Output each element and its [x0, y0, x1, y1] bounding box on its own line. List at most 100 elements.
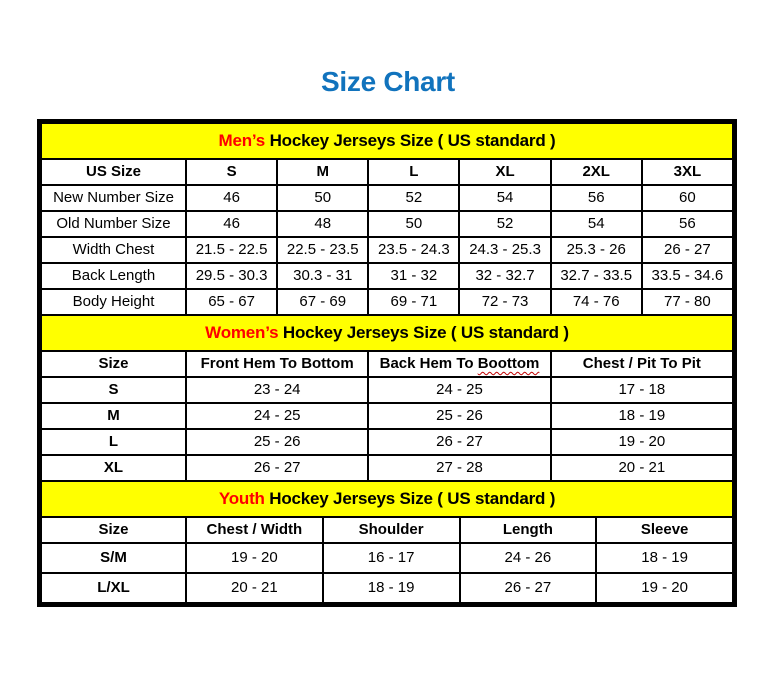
youth-column-header: Sleeve [595, 516, 734, 544]
size-value: 50 [367, 210, 461, 238]
mens-section-band: Men’s Hockey Jerseys Size ( US standard … [40, 122, 734, 160]
mens-column-header: XL [458, 158, 552, 186]
column-header-text: Back Hem To [379, 354, 478, 372]
size-value: 30.3 - 31 [276, 262, 370, 290]
size-value: 19 - 20 [185, 542, 324, 574]
row-label: New Number Size [40, 184, 187, 212]
mens-band-rest: Hockey Jerseys Size ( US standard ) [265, 130, 556, 150]
size-value: 25 - 26 [367, 402, 552, 430]
size-value: 52 [367, 184, 461, 212]
size-value: 23 - 24 [184, 376, 370, 404]
size-value: 24 - 25 [184, 402, 370, 430]
womens-column-header: Front Hem To Bottom [184, 350, 370, 378]
youth-column-header: Length [458, 516, 598, 544]
size-value: 18 - 19 [549, 402, 735, 430]
youth-section-title: Youth Hockey Jerseys Size ( US standard … [40, 480, 734, 518]
mens-column-header: 2XL [549, 158, 643, 186]
womens-band-rest: Hockey Jerseys Size ( US standard ) [278, 322, 569, 342]
size-value: 56 [549, 184, 643, 212]
size-value: 24.3 - 25.3 [458, 236, 552, 264]
womens-column-header: Chest / Pit To Pit [549, 350, 735, 378]
size-chart-container: Men’s Hockey Jerseys Size ( US standard … [37, 119, 737, 607]
row-label: L [40, 428, 187, 456]
size-value: 54 [458, 184, 552, 212]
size-value: 65 - 67 [184, 288, 279, 316]
womens-band-accent: Women’s [205, 322, 279, 342]
mens-column-header: 3XL [640, 158, 735, 186]
mens-column-header: S [184, 158, 279, 186]
youth-column-header-row: Size Chest / Width Shoulder Length Sleeve [40, 516, 734, 544]
mens-table-row: New Number Size 46 50 52 54 56 60 [40, 184, 735, 212]
size-value: 26 - 27 [458, 572, 598, 604]
mens-size-table: Men’s Hockey Jerseys Size ( US standard … [40, 122, 735, 316]
youth-section-band: Youth Hockey Jerseys Size ( US standard … [40, 480, 734, 518]
row-label: Back Length [40, 262, 187, 290]
mens-column-header: US Size [40, 158, 187, 186]
size-value: 26 - 27 [640, 236, 735, 264]
youth-table-body: S/M 19 - 20 16 - 17 24 - 26 18 - 19 L/XL 20 - … [40, 542, 734, 604]
size-value: 52 [458, 210, 552, 238]
mens-table-row: Body Height 65 - 67 67 - 69 69 - 71 72 - 73 7… [40, 288, 735, 316]
size-value: 18 - 19 [321, 572, 461, 604]
youth-column-header: Chest / Width [185, 516, 324, 544]
size-value: 46 [184, 210, 279, 238]
womens-column-header: Back Hem To Boottom [367, 350, 552, 378]
size-value: 24 - 26 [458, 542, 598, 574]
womens-size-table: Women’s Hockey Jerseys Size ( US standar… [40, 314, 735, 482]
row-label: S/M [40, 542, 187, 574]
size-value: 77 - 80 [640, 288, 735, 316]
mens-band-accent: Men’s [218, 130, 266, 150]
size-value: 72 - 73 [458, 288, 552, 316]
youth-band-accent: Youth [218, 488, 265, 508]
size-value: 26 - 27 [184, 454, 370, 482]
size-value: 23.5 - 24.3 [367, 236, 461, 264]
size-value: 18 - 19 [595, 542, 734, 574]
size-value: 32 - 32.7 [458, 262, 552, 290]
size-value: 16 - 17 [321, 542, 461, 574]
size-value: 67 - 69 [276, 288, 370, 316]
size-value: 22.5 - 23.5 [276, 236, 370, 264]
womens-table-row: XL 26 - 27 27 - 28 20 - 21 [40, 454, 735, 482]
youth-column-header: Shoulder [321, 516, 461, 544]
size-value: 21.5 - 22.5 [184, 236, 279, 264]
mens-column-header: L [367, 158, 461, 186]
size-value: 50 [276, 184, 370, 212]
size-value: 60 [640, 184, 735, 212]
womens-column-header-row: Size Front Hem To Bottom Back Hem To Boott… [40, 350, 735, 378]
mens-table-body: New Number Size 46 50 52 54 56 60 Old Number Si… [40, 184, 735, 316]
size-value: 24 - 25 [367, 376, 552, 404]
size-value: 74 - 76 [549, 288, 643, 316]
row-label: Body Height [40, 288, 187, 316]
mens-section-title: Men’s Hockey Jerseys Size ( US standard … [40, 122, 734, 160]
size-value: 46 [184, 184, 279, 212]
size-value: 20 - 21 [549, 454, 735, 482]
womens-table-body: S 23 - 24 24 - 25 17 - 18 M 24 - 25 25 - 26 18 … [40, 376, 735, 482]
misspelled-word: Boottom [477, 354, 540, 372]
size-value: 20 - 21 [185, 572, 324, 604]
womens-section-band: Women’s Hockey Jerseys Size ( US standar… [40, 314, 734, 352]
mens-column-header: M [276, 158, 370, 186]
size-value: 32.7 - 33.5 [549, 262, 643, 290]
row-label: M [40, 402, 187, 430]
womens-column-header: Size [40, 350, 187, 378]
size-value: 54 [549, 210, 643, 238]
size-value: 19 - 20 [549, 428, 735, 456]
womens-table-row: M 24 - 25 25 - 26 18 - 19 [40, 402, 735, 430]
size-value: 17 - 18 [549, 376, 735, 404]
womens-section-title: Women’s Hockey Jerseys Size ( US standar… [40, 314, 734, 352]
womens-table-row: L 25 - 26 26 - 27 19 - 20 [40, 428, 735, 456]
mens-table-row: Back Length 29.5 - 30.3 30.3 - 31 31 - 32 32… [40, 262, 735, 290]
row-label: S [40, 376, 187, 404]
size-value: 56 [640, 210, 735, 238]
womens-table-row: S 23 - 24 24 - 25 17 - 18 [40, 376, 735, 404]
youth-table-row: L/XL 20 - 21 18 - 19 26 - 27 19 - 20 [40, 572, 734, 604]
size-value: 33.5 - 34.6 [640, 262, 735, 290]
size-value: 19 - 20 [595, 572, 734, 604]
size-value: 26 - 27 [367, 428, 552, 456]
size-value: 29.5 - 30.3 [184, 262, 279, 290]
size-value: 31 - 32 [367, 262, 461, 290]
mens-table-row: Width Chest 21.5 - 22.5 22.5 - 23.5 23.5 - … [40, 236, 735, 264]
row-label: Old Number Size [40, 210, 187, 238]
page-title: Size Chart [321, 66, 455, 97]
size-value: 27 - 28 [367, 454, 552, 482]
